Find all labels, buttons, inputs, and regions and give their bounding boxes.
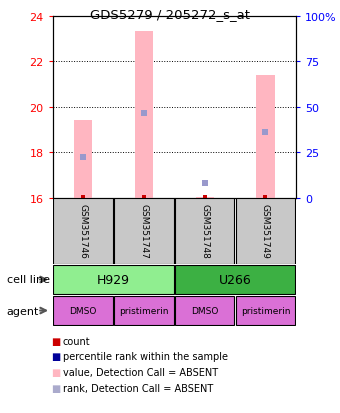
Bar xyxy=(114,296,174,325)
Text: ■: ■ xyxy=(51,367,61,377)
Bar xyxy=(236,198,295,264)
Bar xyxy=(175,265,295,295)
Text: percentile rank within the sample: percentile rank within the sample xyxy=(63,351,228,361)
Text: DMSO: DMSO xyxy=(191,306,218,315)
Text: count: count xyxy=(63,336,90,346)
Text: GSM351747: GSM351747 xyxy=(139,204,148,259)
Text: cell line: cell line xyxy=(7,275,50,285)
Bar xyxy=(53,265,174,295)
Bar xyxy=(175,296,234,325)
Bar xyxy=(53,198,113,264)
Bar xyxy=(114,198,174,264)
Text: H929: H929 xyxy=(97,273,130,286)
Bar xyxy=(53,296,113,325)
Text: pristimerin: pristimerin xyxy=(241,306,290,315)
Bar xyxy=(175,198,234,264)
Text: GSM351746: GSM351746 xyxy=(79,204,88,259)
Bar xyxy=(256,76,274,198)
Text: pristimerin: pristimerin xyxy=(119,306,169,315)
Text: GDS5279 / 205272_s_at: GDS5279 / 205272_s_at xyxy=(90,8,250,21)
Text: rank, Detection Call = ABSENT: rank, Detection Call = ABSENT xyxy=(63,383,213,393)
Text: DMSO: DMSO xyxy=(69,306,97,315)
Text: GSM351749: GSM351749 xyxy=(261,204,270,259)
Text: value, Detection Call = ABSENT: value, Detection Call = ABSENT xyxy=(63,367,218,377)
Bar xyxy=(195,197,214,198)
Bar xyxy=(135,32,153,198)
Text: ■: ■ xyxy=(51,336,61,346)
Bar xyxy=(236,296,295,325)
Text: GSM351748: GSM351748 xyxy=(200,204,209,259)
Text: ■: ■ xyxy=(51,383,61,393)
Text: agent: agent xyxy=(7,306,39,316)
Text: U266: U266 xyxy=(219,273,251,286)
Bar xyxy=(74,121,92,198)
Text: ■: ■ xyxy=(51,351,61,361)
